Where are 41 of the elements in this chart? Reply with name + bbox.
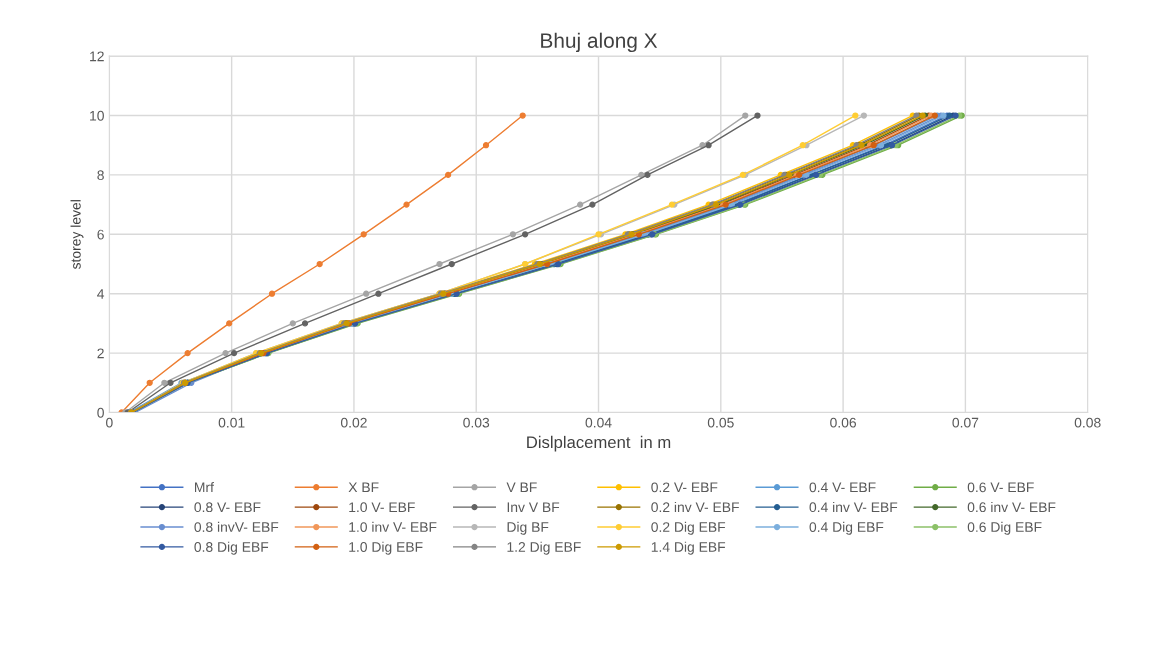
legend-label: 0.6 inv V- EBF — [967, 501, 1056, 513]
legend-label: 0.4 inv V- EBF — [809, 501, 898, 513]
legend-label: Dig BF — [507, 521, 549, 535]
legend-label: 0.2 V- EBF — [651, 482, 718, 493]
x-tick-label: 0.01 — [218, 417, 245, 428]
x-tick-label: 0.07 — [952, 417, 979, 428]
y-tick-label: 12 — [90, 51, 104, 62]
legend-label: 0.2 Dig EBF — [651, 521, 726, 535]
x-tick-label: 0.08 — [1074, 417, 1101, 428]
x-axis-title: Dislplacement in m — [527, 435, 671, 452]
y-axis-title: storey level — [70, 200, 84, 270]
x-tick-label: 0.02 — [340, 417, 367, 428]
legend-label: 0.8 Dig EBF — [194, 541, 269, 555]
legend-label: 0.6 Dig EBF — [967, 521, 1042, 535]
y-tick-label: 8 — [97, 170, 104, 181]
y-tick-label: 2 — [97, 348, 104, 359]
x-tick-label: 0.03 — [463, 417, 490, 428]
legend-label: 0.4 V- EBF — [809, 482, 876, 493]
legend-label: Mrf — [195, 482, 214, 493]
legend-label: 1.0 Dig EBF — [349, 541, 423, 555]
legend-label: 0.8 invV- EBF — [194, 521, 279, 533]
x-tick-label: 0.05 — [707, 417, 734, 428]
x-tick-label: 0.06 — [830, 417, 857, 428]
x-tick-label: 0 — [106, 417, 113, 428]
y-tick-label: 0 — [97, 407, 104, 418]
chart-title: Bhuj along X — [541, 32, 658, 53]
y-tick-label: 4 — [97, 289, 105, 299]
legend-label: 0.6 V- EBF — [967, 482, 1034, 493]
legend-label: 0.2 inv V- EBF — [651, 501, 739, 513]
legend-label: V BF — [506, 482, 537, 493]
legend-label: X BF — [348, 482, 379, 493]
legend-label: 1.0 V- EBF — [349, 502, 415, 513]
legend-label: 1.2 Dig EBF — [507, 541, 581, 555]
y-tick-label: 6 — [97, 229, 104, 240]
legend-label: Inv V BF — [507, 502, 560, 512]
legend-label: 0.8 V- EBF — [194, 502, 261, 513]
y-tick-label: 10 — [90, 110, 104, 121]
legend-label: 0.4 Dig EBF — [809, 521, 884, 535]
x-tick-label: 0.04 — [585, 417, 612, 428]
legend-label: 1.0 inv V- EBF — [349, 521, 437, 533]
legend-label: 1.4 Dig EBF — [651, 541, 726, 555]
